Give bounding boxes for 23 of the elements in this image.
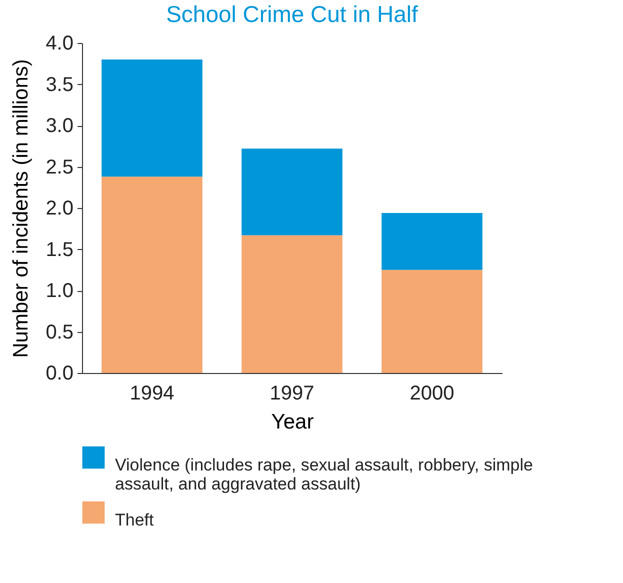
x-axis-title: Year [271, 410, 314, 434]
x-tick-label: 1994 [130, 382, 174, 404]
bar [102, 60, 202, 177]
y-tick-label: 1.0 [46, 280, 74, 302]
y-tick-label: 3.5 [46, 74, 74, 96]
bar [242, 235, 342, 373]
y-tick-label: 2.5 [46, 156, 74, 178]
y-tick-label: 2.0 [46, 198, 74, 220]
x-tick-label: 2000 [410, 382, 454, 404]
y-tick-label: 1.5 [46, 238, 74, 261]
chart-title: School Crime Cut in Half [166, 1, 419, 27]
x-tick-label: 1997 [270, 382, 314, 404]
y-tick-label: 3.0 [46, 115, 74, 137]
bar [242, 148, 342, 236]
y-axis-title: Number of incidents (in millions) [10, 59, 33, 358]
y-tick-label: 0.5 [46, 321, 74, 344]
y-tick-label: 0.0 [46, 362, 74, 384]
legend-label: Theft [115, 510, 154, 530]
bar [382, 270, 482, 373]
bar [102, 176, 202, 373]
legend-label: Violence (includes rape, sexual assault, robbery, simple assault, and aggravated assault) [115, 456, 533, 494]
bar [382, 212, 482, 270]
y-tick-label: 4.0 [46, 32, 74, 54]
